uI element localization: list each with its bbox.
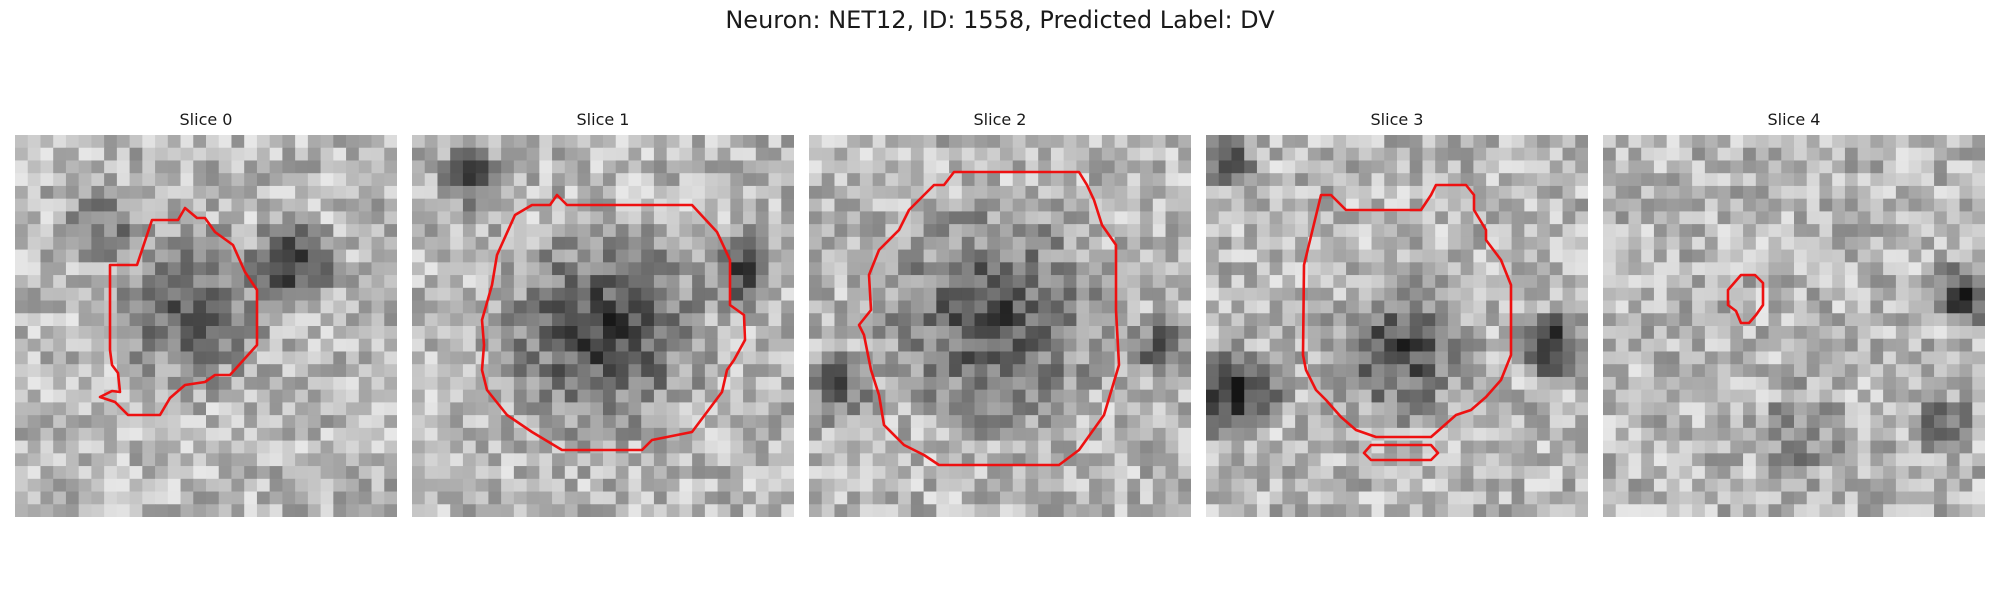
slice-title-0: Slice 0 [179, 110, 233, 129]
grayscale-tiles-1 [412, 135, 794, 517]
slice-title-4: Slice 4 [1767, 110, 1821, 129]
slice-image-3 [1206, 135, 1588, 517]
roi-contour-2 [857, 170, 1121, 467]
slice-image-1 [412, 135, 794, 517]
slice-image-4 [1603, 135, 1985, 517]
slice-image-0 [15, 135, 397, 517]
grayscale-tiles-3 [1206, 135, 1588, 517]
slice-panel-3: Slice 3 [1206, 108, 1588, 517]
roi-contour-1 [480, 193, 747, 452]
roi-contour-3b [1362, 443, 1440, 462]
slice-title-3: Slice 3 [1370, 110, 1424, 129]
grayscale-tiles-0 [15, 135, 397, 517]
roi-contour-4 [1726, 273, 1765, 325]
slice-title-1: Slice 1 [576, 110, 630, 129]
slice-image-2 [809, 135, 1191, 517]
slice-panel-1: Slice 1 [412, 108, 794, 517]
slice-panel-0: Slice 0 [15, 108, 397, 517]
slice-panel-2: Slice 2 [809, 108, 1191, 517]
slice-panel-4: Slice 4 [1603, 108, 1985, 517]
slice-title-2: Slice 2 [973, 110, 1027, 129]
roi-contour-3 [1301, 183, 1513, 439]
grayscale-tiles-2 [809, 135, 1191, 517]
roi-contour-0 [98, 206, 259, 417]
grayscale-tiles-4 [1603, 135, 1985, 517]
figure-title: Neuron: NET12, ID: 1558, Predicted Label… [725, 6, 1275, 34]
